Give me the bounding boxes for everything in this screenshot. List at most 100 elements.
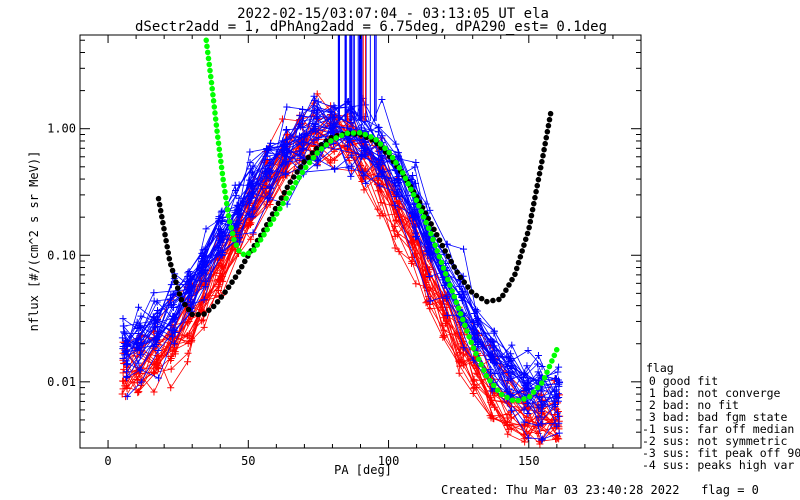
flux-point-marker — [523, 362, 531, 370]
flux-point-marker — [299, 124, 307, 132]
flux-point-marker — [121, 382, 129, 390]
flux-point-marker — [441, 333, 449, 341]
flux-point-marker — [507, 414, 515, 422]
flux-point-marker — [394, 149, 402, 157]
flux-point-marker — [504, 430, 512, 438]
flux-point-marker — [506, 364, 514, 372]
flux-point-marker — [555, 412, 563, 420]
green-fit-curve — [203, 37, 560, 405]
flux-point-marker — [422, 200, 430, 208]
flux-point-marker — [123, 340, 131, 348]
flux-point-marker — [524, 347, 532, 355]
flux-point-marker — [456, 362, 464, 370]
flux-point-marker — [263, 165, 271, 173]
flux-point-marker — [310, 136, 318, 144]
flux-point-marker — [396, 197, 404, 205]
flux-point-marker — [119, 355, 127, 363]
flux-point-marker — [122, 361, 130, 369]
y-axis-label: nflux [#/(cm^2 s sr MeV)] — [27, 151, 41, 332]
x-tick-label: 50 — [241, 454, 255, 468]
flux-point-marker — [170, 326, 178, 334]
flux-point-marker — [150, 314, 158, 322]
flux-point-marker — [218, 228, 226, 236]
flux-point-marker — [137, 378, 145, 386]
flux-point-marker — [246, 148, 254, 156]
flux-point-marker — [167, 384, 175, 392]
flux-point-marker — [507, 357, 515, 365]
flux-point-marker — [248, 183, 256, 191]
created-footer: Created: Thu Mar 03 23:40:28 2022 flag =… — [441, 483, 759, 497]
flux-point-marker — [184, 358, 192, 366]
flux-point-marker — [296, 150, 304, 158]
flux-point-marker — [469, 390, 477, 398]
flux-point-marker — [377, 152, 385, 160]
flux-point-marker — [234, 211, 242, 219]
flux-point-marker — [149, 368, 157, 376]
flux-point-marker — [455, 290, 463, 298]
flux-point-marker — [508, 341, 516, 349]
flux-point-marker — [202, 225, 210, 233]
flux-trace-line — [125, 132, 542, 418]
flux-point-marker — [534, 360, 542, 368]
flux-point-marker — [201, 266, 209, 274]
flux-point-marker — [520, 418, 528, 426]
flux-point-marker — [282, 153, 290, 161]
flux-point-marker — [425, 272, 433, 280]
chart-title-line1: 2022-02-15/03:07:04 - 03:13:05 UT ela — [237, 6, 549, 22]
flux-point-marker — [534, 421, 542, 429]
flux-point-marker — [395, 176, 403, 184]
flux-point-marker — [412, 280, 420, 288]
flux-point-marker — [186, 338, 194, 346]
flux-point-marker — [119, 377, 127, 385]
flux-point-marker — [119, 315, 127, 323]
flux-point-marker — [439, 322, 447, 330]
flux-point-marker — [474, 343, 482, 351]
flux-point-marker — [347, 162, 355, 170]
flux-point-marker — [313, 157, 321, 165]
flux-point-marker — [460, 350, 468, 358]
flux-point-marker — [329, 124, 337, 132]
flux-point-marker — [153, 323, 161, 331]
flux-point-marker — [374, 205, 382, 213]
flux-point-marker — [330, 128, 338, 136]
flux-point-marker — [538, 435, 546, 443]
flux-point-marker — [345, 157, 353, 165]
flux-point-marker — [314, 98, 322, 106]
flux-point-marker — [455, 369, 463, 377]
flux-point-marker — [136, 323, 144, 331]
x-tick-label: 0 — [104, 454, 111, 468]
flux-point-marker — [490, 327, 498, 335]
y-tick-label: 0.01 — [47, 375, 76, 389]
flux-point-marker — [198, 317, 206, 325]
flux-point-marker — [154, 346, 162, 354]
flux-point-marker — [184, 332, 192, 340]
peak-lines — [337, 35, 377, 122]
flux-point-marker — [216, 226, 224, 234]
axis-layer: 0 50 100 150 0.01 0.10 1.00 — [47, 35, 642, 468]
flux-point-marker — [134, 359, 142, 367]
flux-point-marker — [282, 126, 290, 134]
flux-point-marker — [378, 96, 386, 104]
flux-point-marker — [378, 132, 386, 140]
flux-point-marker — [121, 348, 129, 356]
flux-point-marker — [360, 172, 368, 180]
flux-point-marker — [169, 291, 177, 299]
flux-point-marker — [346, 135, 354, 143]
flux-point-marker — [555, 419, 563, 427]
flux-point-marker — [185, 316, 193, 324]
flux-point-marker — [123, 374, 131, 382]
x-tick-label: 150 — [518, 454, 540, 468]
flux-point-marker — [170, 304, 178, 312]
flux-point-marker — [456, 345, 464, 353]
flux-point-marker — [552, 424, 560, 432]
flux-point-marker — [438, 300, 446, 308]
flux-point-marker — [552, 393, 560, 401]
flux-point-marker — [348, 151, 356, 159]
flux-point-marker — [411, 223, 419, 231]
flux-point-marker — [309, 120, 317, 128]
y-tick-label: 0.10 — [47, 248, 76, 262]
flux-point-marker — [361, 173, 369, 181]
flux-point-marker — [249, 212, 257, 220]
flux-point-marker — [283, 140, 291, 148]
